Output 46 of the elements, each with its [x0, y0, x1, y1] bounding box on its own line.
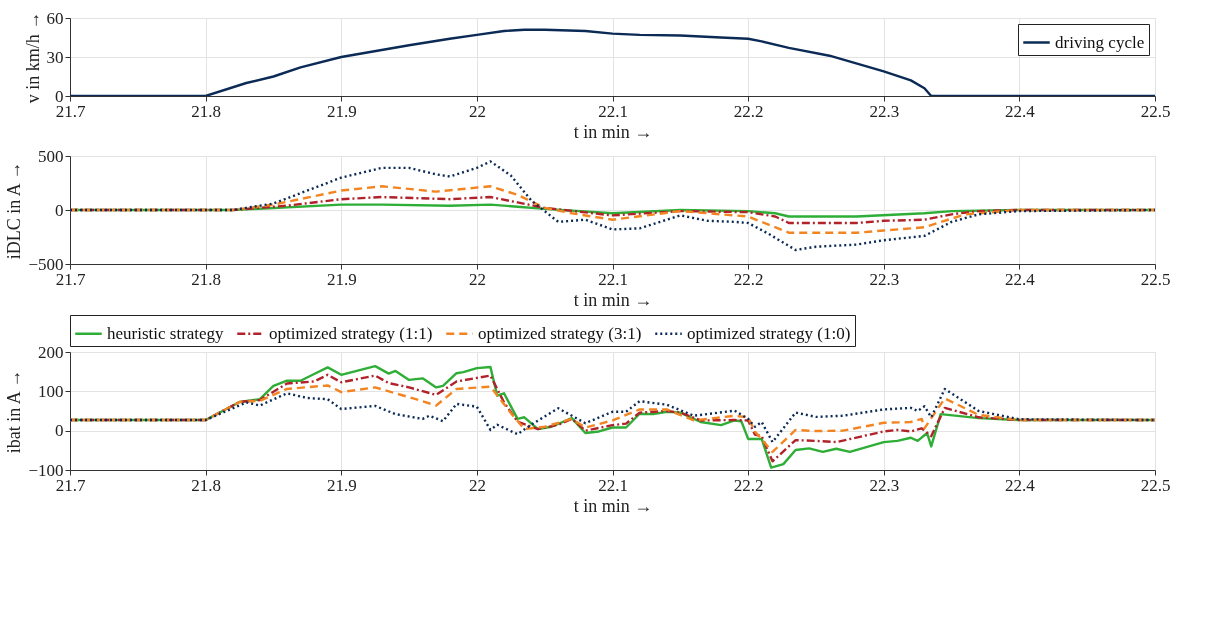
- y-tick-label: 30: [46, 47, 64, 67]
- x-tick-label: 22.5: [1140, 475, 1171, 495]
- y-tick-label: 60: [46, 8, 64, 28]
- x-tick-label: 22: [468, 101, 486, 121]
- y-tick-label: 500: [38, 146, 64, 166]
- line-series: [70, 160, 1155, 252]
- legend-label: driving cycle: [1055, 32, 1145, 52]
- x-tick-label: 22.5: [1140, 269, 1171, 289]
- x-tick-label: 22.4: [1005, 101, 1036, 121]
- x-tick-label: 22.1: [598, 475, 628, 495]
- x-axis-title: t in min →: [573, 495, 653, 516]
- x-tick-label: 21.8: [191, 101, 221, 121]
- x-tick-label: 22.2: [733, 101, 764, 121]
- legend-label: optimized strategy (1:1): [269, 323, 433, 343]
- y-axis-title: iDLC in A →: [4, 161, 25, 260]
- x-axis-title: t in min →: [573, 289, 653, 310]
- x-tick-label: 22.4: [1005, 269, 1036, 289]
- x-tick-label: 22: [468, 269, 486, 289]
- line-series: [70, 185, 1155, 234]
- x-tick-label: 22.3: [869, 475, 900, 495]
- y-axis-title: ibat in A →: [4, 369, 25, 454]
- x-tick-label: 22.3: [869, 101, 900, 121]
- line-series: [70, 387, 1155, 444]
- y-tick-label: 0: [55, 421, 64, 441]
- legend-label: optimized strategy (1:0): [687, 323, 851, 343]
- x-tick-label: 21.8: [191, 269, 221, 289]
- x-tick-label: 22.1: [598, 269, 628, 289]
- x-tick-label: 21.8: [191, 475, 221, 495]
- y-tick-label: 0: [55, 200, 64, 220]
- x-tick-label: 21.9: [326, 269, 357, 289]
- x-axis-title: t in min →: [573, 121, 653, 142]
- x-tick-label: 21.9: [326, 101, 357, 121]
- y-axis-title: v in km/h →: [22, 11, 43, 104]
- x-tick-label: 22.2: [733, 269, 764, 289]
- y-tick-label: 200: [38, 342, 64, 362]
- x-tick-label: 21.9: [326, 475, 357, 495]
- x-tick-label: 22.1: [598, 101, 628, 121]
- x-tick-label: 22.2: [733, 475, 764, 495]
- legend-label: heuristic strategy: [107, 323, 225, 343]
- y-tick-label: 100: [38, 381, 64, 401]
- line-series: [70, 384, 1155, 454]
- x-tick-label: 22.3: [869, 269, 900, 289]
- x-tick-label: 22.5: [1140, 101, 1171, 121]
- x-tick-label: 22.4: [1005, 475, 1036, 495]
- x-tick-label: 22: [468, 475, 486, 495]
- legend-label: optimized strategy (3:1): [478, 323, 642, 343]
